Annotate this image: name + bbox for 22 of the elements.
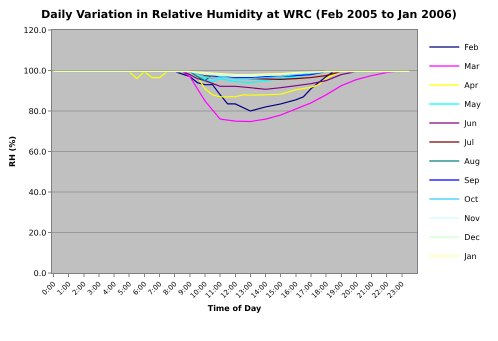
legend-label: Feb xyxy=(464,43,478,52)
legend-label: Sep xyxy=(464,176,480,186)
legend-label: Jun xyxy=(463,119,477,128)
y-tick-label: 40.0 xyxy=(28,188,46,197)
legend-label: Nov xyxy=(464,214,480,224)
legend-label: Dec xyxy=(464,233,480,242)
legend-label: Jan xyxy=(463,252,477,262)
y-tick-label: 20.0 xyxy=(28,228,46,238)
legend-label: Apr xyxy=(464,81,479,90)
x-axis-title: Time of Day xyxy=(208,304,262,314)
y-tick-label: 0.0 xyxy=(34,268,46,278)
y-tick-label: 100.0 xyxy=(23,66,46,76)
y-axis-title: RH (%) xyxy=(8,136,18,167)
y-tick-label: 120.0 xyxy=(23,26,46,35)
y-tick-label: 80.0 xyxy=(28,106,46,116)
legend-label: Mar xyxy=(464,62,480,72)
legend-label: May xyxy=(464,100,482,110)
legend-label: Oct xyxy=(464,195,478,204)
chart-title: Daily Variation in Relative Humidity at WRC (Feb 2005 to Jan 2006) xyxy=(41,8,457,21)
legend-label: Jul xyxy=(463,138,474,148)
legend-label: Aug xyxy=(464,157,480,166)
y-tick-label: 60.0 xyxy=(28,147,46,156)
